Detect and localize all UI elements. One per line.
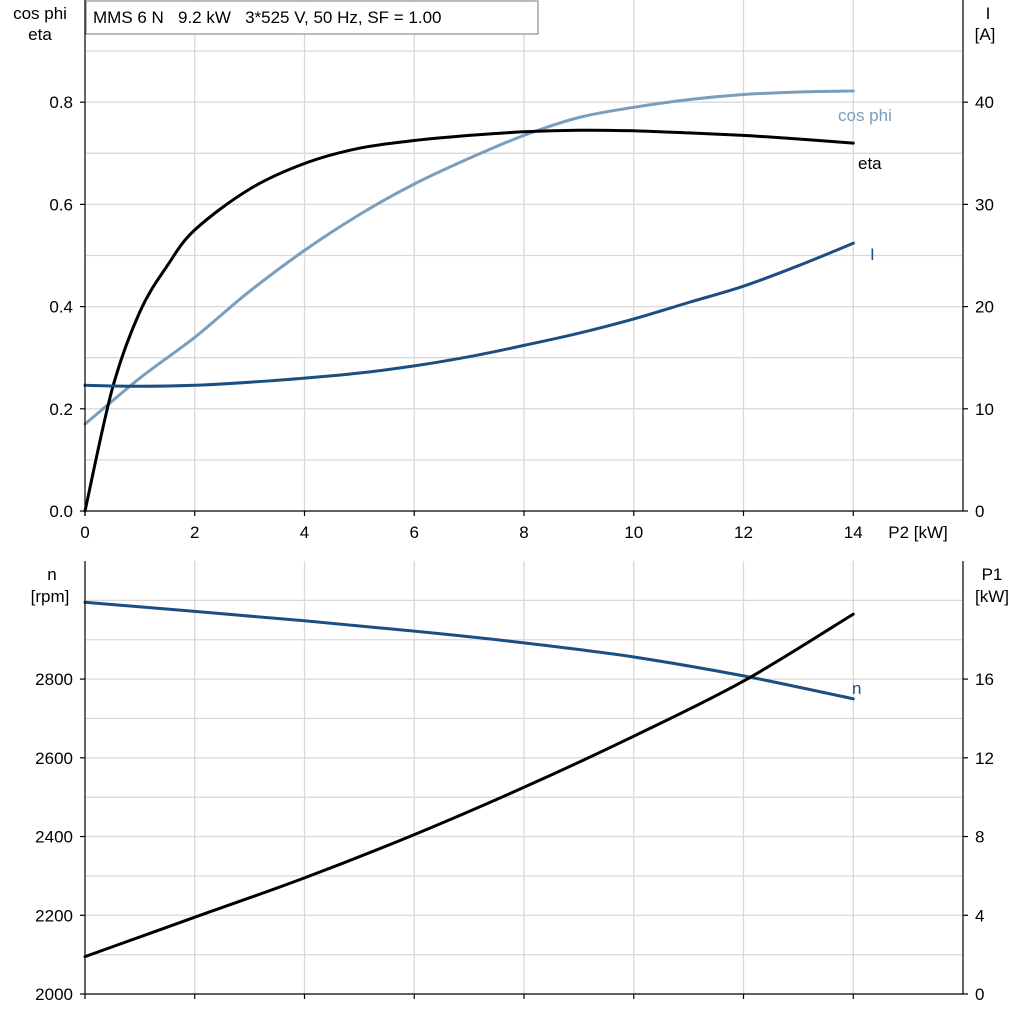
series-line-i: [83, 241, 855, 388]
x-tick-label: 4: [300, 523, 309, 542]
bottom-right-axis-label-line2: [kW]: [975, 587, 1009, 606]
left-tick-label: 2600: [35, 749, 73, 768]
right-tick-label: 0: [975, 985, 984, 1004]
curves-layer: [83, 89, 855, 959]
series-label-current: I: [870, 245, 875, 264]
left-tick-label: 0.8: [49, 93, 73, 112]
left-tick-label: 2400: [35, 828, 73, 847]
right-tick-label: 12: [975, 749, 994, 768]
left-tick-label: 0.6: [49, 195, 73, 214]
x-tick-label: 12: [734, 523, 753, 542]
x-tick-label: 6: [410, 523, 419, 542]
x-tick-label: 10: [624, 523, 643, 542]
chart-title: MMS 6 N 9.2 kW 3*525 V, 50 Hz, SF = 1.00: [93, 8, 442, 27]
x-tick-label: 8: [519, 523, 528, 542]
left-tick-label: 0.2: [49, 400, 73, 419]
x-axis-label: P2 [kW]: [888, 523, 948, 542]
series-line-eta: [83, 128, 855, 513]
right-tick-label: 4: [975, 906, 984, 925]
right-tick-label: 40: [975, 93, 994, 112]
series-label-speed: n: [852, 679, 861, 698]
left-tick-label: 2800: [35, 670, 73, 689]
right-tick-label: 8: [975, 828, 984, 847]
top-left-axis-label-line2: eta: [28, 25, 52, 44]
x-tick-label: 14: [844, 523, 863, 542]
title-box: [85, 0, 539, 35]
bottom-left-axis-label-line1: n: [47, 565, 56, 584]
series-label-eta: eta: [858, 154, 882, 173]
right-tick-label: 30: [975, 195, 994, 214]
left-tick-label: 0.0: [49, 502, 73, 521]
left-tick-label: 0.4: [49, 298, 73, 317]
bottom-right-axis-label-line1: P1: [982, 565, 1003, 584]
right-tick-label: 0: [975, 502, 984, 521]
top-right-axis-label-line1: I: [986, 4, 991, 23]
right-tick-label: 20: [975, 298, 994, 317]
right-tick-label: 10: [975, 400, 994, 419]
x-tick-label: 2: [190, 523, 199, 542]
frames-layer: [80, 0, 968, 999]
series-line-n: [83, 600, 855, 701]
series-line-cos-phi: [83, 89, 855, 426]
x-tick-label: 0: [80, 523, 89, 542]
series-line-p1: [83, 612, 855, 959]
grid-layer: [85, 0, 963, 994]
bottom-left-axis-label-line2: [rpm]: [31, 587, 70, 606]
top-right-axis-label-line2: [A]: [975, 25, 996, 44]
left-tick-label: 2200: [35, 906, 73, 925]
left-tick-label: 2000: [35, 985, 73, 1004]
right-tick-label: 16: [975, 670, 994, 689]
top-left-axis-label-line1: cos phi: [13, 4, 67, 23]
series-label-cos-phi: cos phi: [838, 106, 892, 125]
